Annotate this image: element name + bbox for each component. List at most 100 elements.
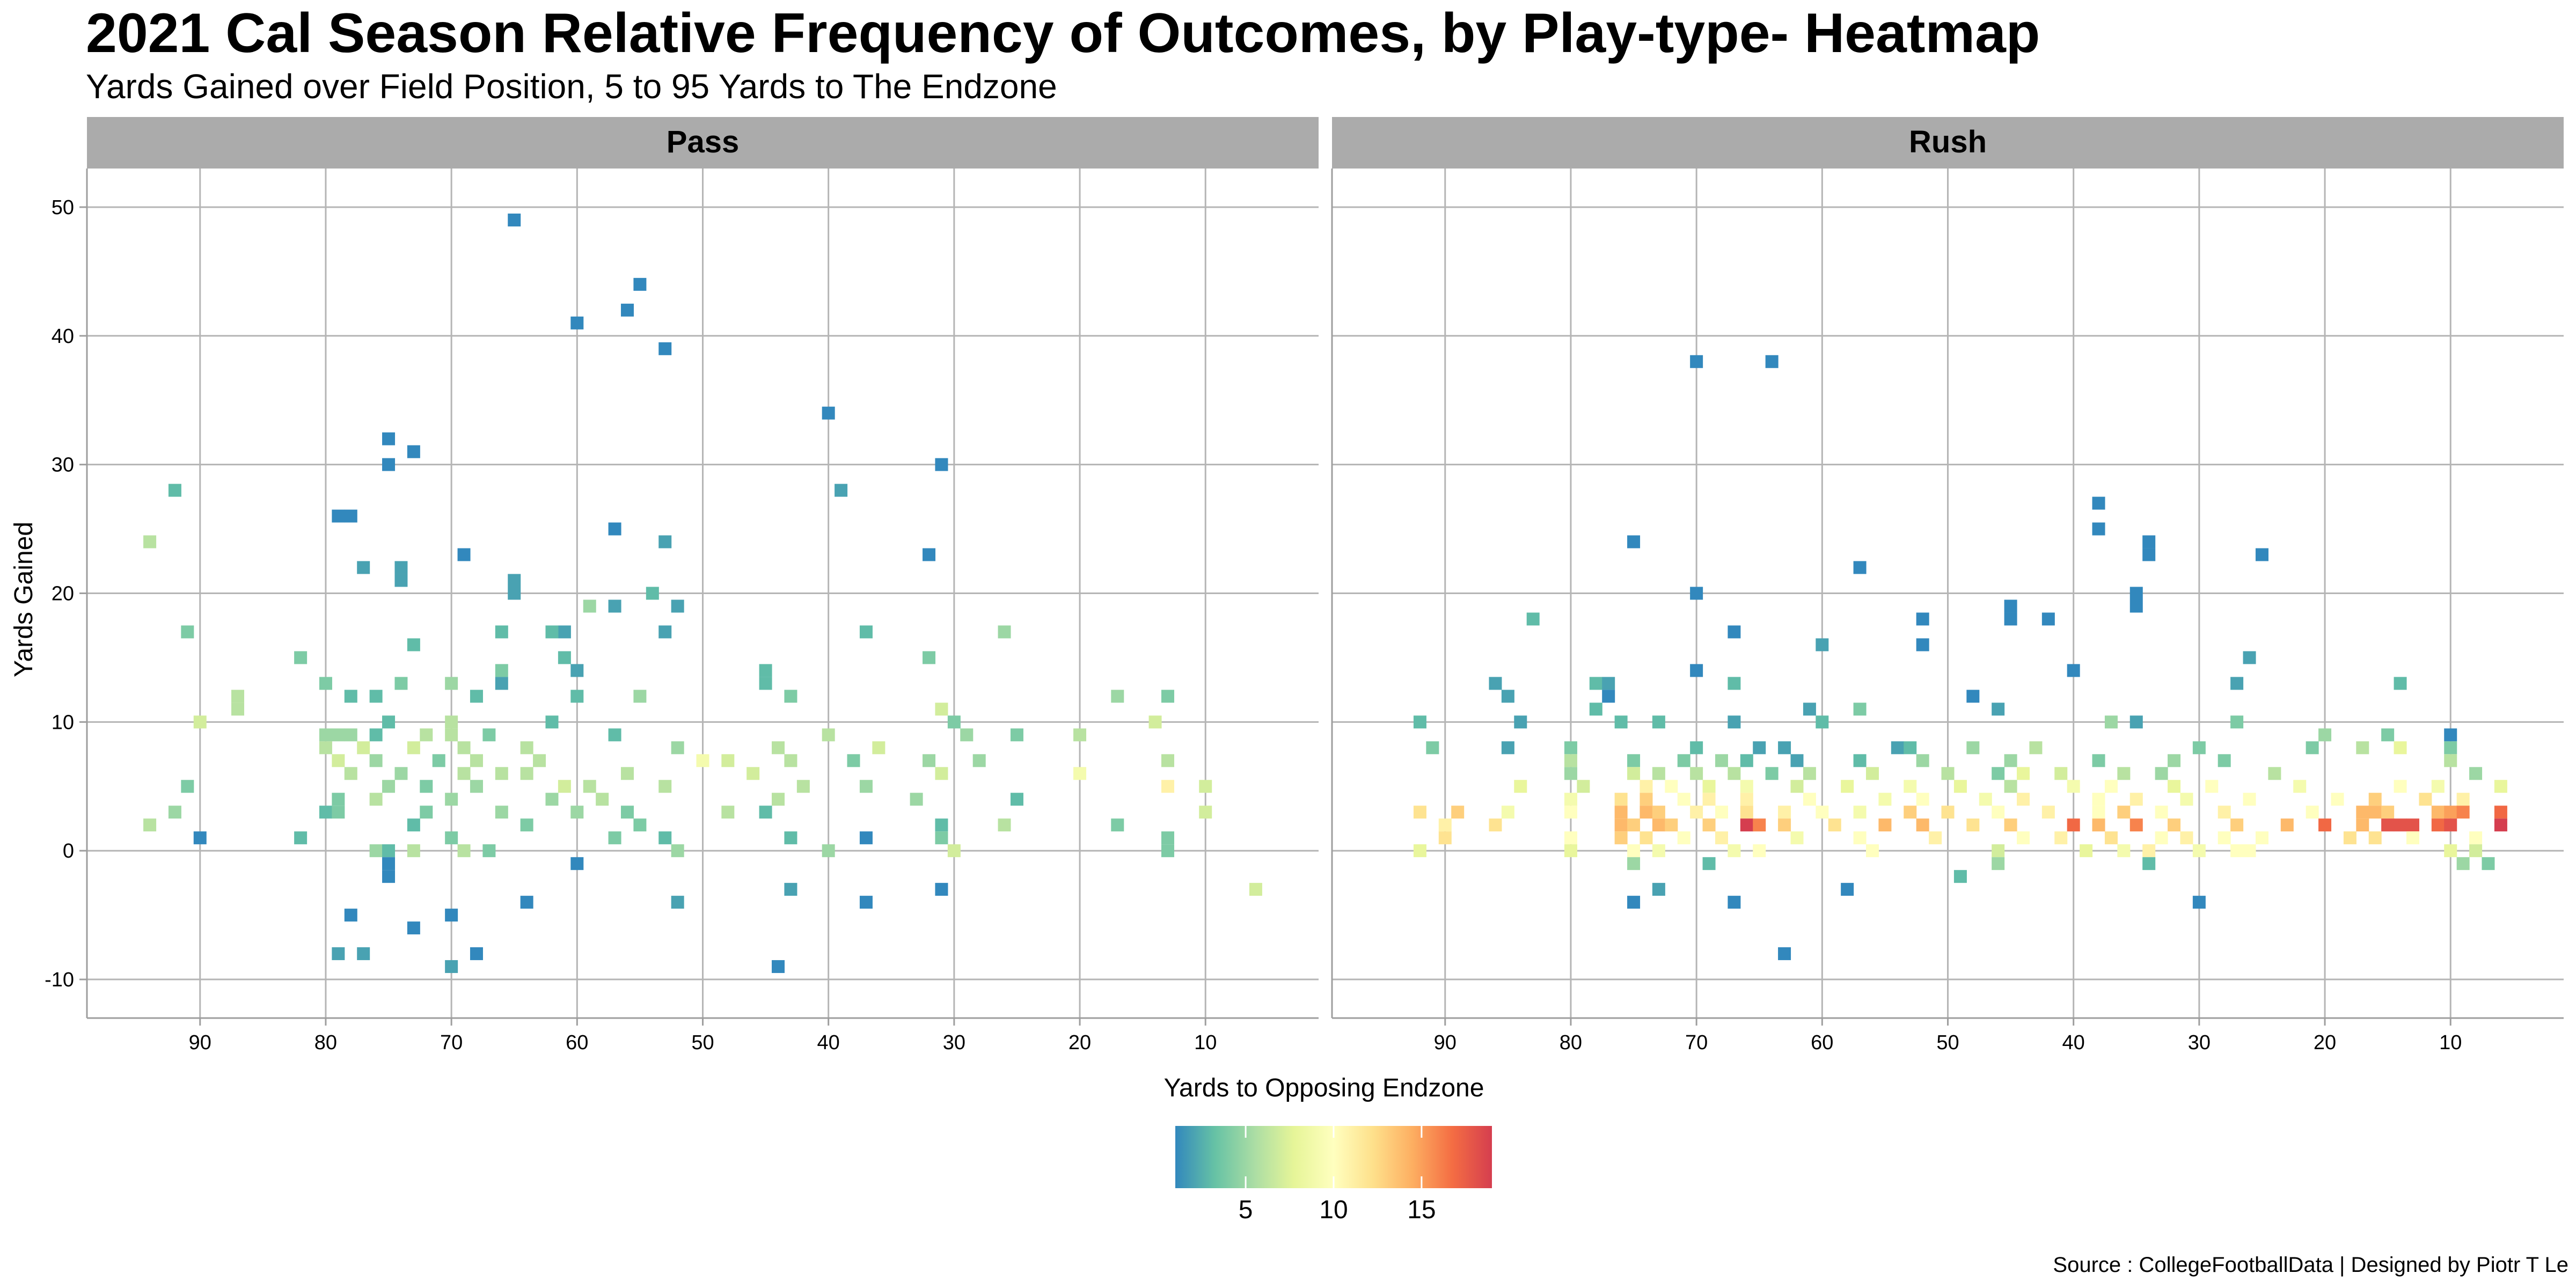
heatmap-cell — [1803, 767, 1816, 780]
heatmap-cell — [1728, 844, 1741, 858]
heatmap-cell — [1702, 780, 1716, 793]
heatmap-cell — [2444, 818, 2457, 832]
heatmap-cell — [2129, 793, 2143, 806]
heatmap-cell — [344, 909, 357, 922]
heatmap-cell — [407, 921, 420, 935]
heatmap-cell — [1614, 715, 1628, 729]
x-tick-label: 40 — [2062, 1031, 2085, 1054]
heatmap-cell — [998, 818, 1011, 832]
heatmap-cell — [420, 780, 433, 793]
heatmap-cell — [2456, 857, 2470, 870]
heatmap-cell — [1564, 767, 1577, 780]
heatmap-cell — [2192, 741, 2206, 755]
x-tick-label: 70 — [440, 1031, 463, 1054]
heatmap-cell — [2180, 831, 2193, 845]
heatmap-cell — [344, 728, 357, 742]
heatmap-cell — [1904, 806, 1917, 819]
heatmap-cell — [2318, 728, 2332, 742]
heatmap-cell — [369, 844, 383, 858]
heatmap-cell — [2029, 741, 2043, 755]
heatmap-cell — [357, 741, 370, 755]
heatmap-cell — [2117, 806, 2131, 819]
heatmap-cell — [658, 535, 672, 548]
heatmap-cell — [2494, 818, 2507, 832]
heatmap-cell — [759, 677, 772, 690]
panel-strip-label: Pass — [667, 125, 739, 159]
x-tick-label: 90 — [1434, 1031, 1457, 1054]
heatmap-cell — [1790, 780, 1804, 793]
heatmap-cell — [2117, 767, 2131, 780]
heatmap-cell — [407, 741, 420, 755]
x-tick-label: 40 — [817, 1031, 840, 1054]
heatmap-cell — [1953, 870, 1967, 883]
heatmap-cell — [2444, 741, 2457, 755]
heatmap-cell — [2117, 844, 2131, 858]
panel-pass: Pass 90 80 70 60 50 40 30 20 10 -10 0 10 20 30 40 50 — [45, 117, 1319, 1054]
heatmap-cell — [1438, 818, 1452, 832]
heatmap-cell — [570, 857, 584, 870]
heatmap-cell — [332, 947, 345, 961]
heatmap-cell — [1728, 896, 1741, 909]
heatmap-cell — [772, 793, 785, 806]
x-tick-label: 10 — [2439, 1031, 2462, 1054]
x-tick-label: 80 — [314, 1031, 337, 1054]
heatmap-cell — [1501, 690, 1514, 703]
heatmap-cell — [2356, 741, 2369, 755]
heatmap-cell — [382, 780, 396, 793]
heatmap-cell — [935, 702, 948, 716]
heatmap-cell — [2054, 767, 2068, 780]
heatmap-cell — [784, 831, 797, 845]
heatmap-cell — [1853, 561, 1867, 574]
heatmap-cell — [382, 715, 396, 729]
heatmap-cell — [445, 960, 458, 974]
heatmap-cell — [2306, 741, 2319, 755]
heatmap-cell — [445, 728, 458, 742]
heatmap-cell — [784, 690, 797, 703]
heatmap-cell — [671, 599, 684, 613]
heatmap-cell — [2431, 818, 2445, 832]
heatmap-cell — [1916, 612, 1929, 626]
heatmap-cell — [2469, 831, 2483, 845]
heatmap-cell — [2092, 793, 2105, 806]
heatmap-cell — [545, 715, 559, 729]
caption: Source : CollegeFootballData | Designed … — [2053, 1253, 2568, 1277]
heatmap-cell — [1816, 638, 1829, 652]
x-tick-label: 70 — [1685, 1031, 1708, 1054]
panel-strip-label: Rush — [1909, 125, 1987, 159]
heatmap-cell — [1841, 883, 1854, 896]
heatmap-cell — [1501, 806, 1514, 819]
heatmap-cell — [2092, 806, 2105, 819]
heatmap-cell — [972, 754, 986, 767]
y-tick-label: 50 — [52, 196, 74, 219]
x-tick-label: 20 — [2314, 1031, 2336, 1054]
x-tick-label: 20 — [1069, 1031, 1091, 1054]
heatmap-cell — [181, 780, 194, 793]
heatmap-cell — [545, 793, 559, 806]
heatmap-cell — [1614, 818, 1628, 832]
heatmap-cell — [847, 754, 860, 767]
heatmap-cell — [482, 844, 496, 858]
heatmap-cell — [1865, 767, 1879, 780]
heatmap-cell — [2230, 818, 2244, 832]
heatmap-cell — [2431, 806, 2445, 819]
heatmap-cell — [457, 844, 471, 858]
heatmap-cell — [1640, 831, 1653, 845]
heatmap-cell — [671, 896, 684, 909]
heatmap-cell — [2017, 831, 2030, 845]
heatmap-cell — [2243, 793, 2256, 806]
heatmap-cell — [2218, 754, 2231, 767]
heatmap-cell — [620, 303, 634, 317]
heatmap-cell — [1602, 677, 1615, 690]
y-tick-label: -10 — [45, 969, 74, 991]
heatmap-cell — [1640, 793, 1653, 806]
heatmap-cell — [432, 754, 445, 767]
heatmap-cell — [1526, 612, 1540, 626]
gridlines — [1332, 169, 2564, 1018]
heatmap-cell — [344, 767, 357, 780]
heatmap-cell — [445, 793, 458, 806]
heatmap-cell — [1778, 806, 1791, 819]
heatmap-cell — [658, 342, 672, 355]
heatmap-cell — [2456, 793, 2470, 806]
heatmap-cell — [1073, 767, 1087, 780]
